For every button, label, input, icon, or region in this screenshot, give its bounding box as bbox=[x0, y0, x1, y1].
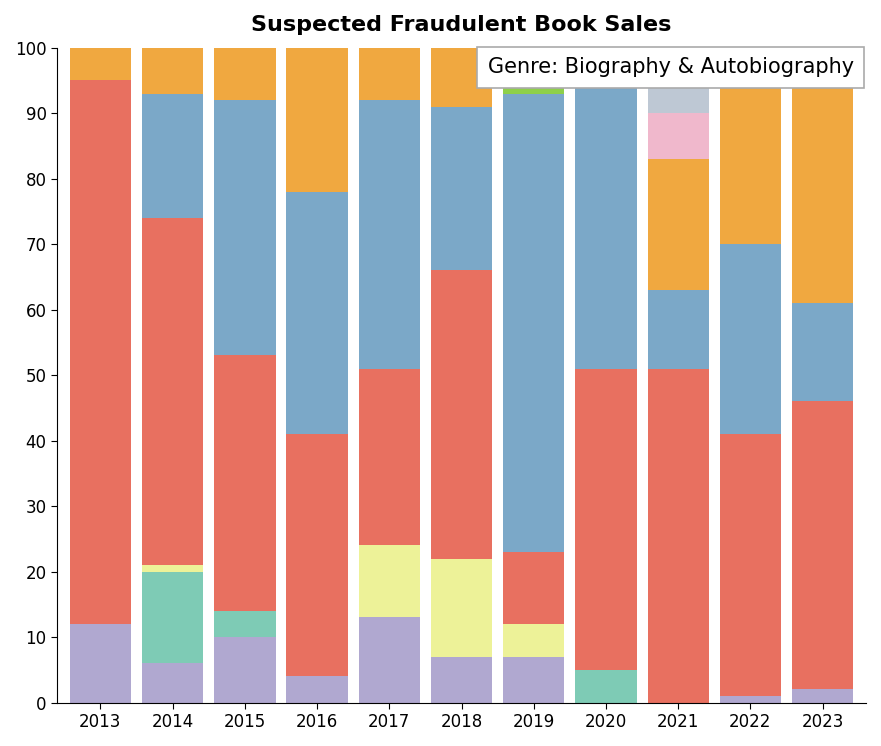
Bar bbox=[142, 48, 204, 93]
Bar bbox=[648, 290, 709, 369]
Bar bbox=[359, 369, 420, 545]
Bar bbox=[286, 677, 348, 703]
Bar bbox=[720, 696, 781, 703]
Bar bbox=[70, 81, 131, 624]
Title: Suspected Fraudulent Book Sales: Suspected Fraudulent Book Sales bbox=[251, 15, 671, 35]
Bar bbox=[214, 100, 276, 356]
Bar bbox=[720, 48, 781, 74]
Bar bbox=[648, 159, 709, 290]
Bar bbox=[70, 624, 131, 703]
Bar bbox=[431, 48, 492, 107]
Bar bbox=[70, 48, 131, 81]
Bar bbox=[648, 48, 709, 113]
Bar bbox=[286, 48, 348, 192]
Bar bbox=[359, 48, 420, 100]
Bar bbox=[142, 565, 204, 571]
Bar bbox=[503, 48, 565, 93]
Bar bbox=[142, 663, 204, 703]
Bar bbox=[431, 107, 492, 270]
Bar bbox=[792, 401, 854, 689]
Bar bbox=[503, 552, 565, 624]
Bar bbox=[214, 637, 276, 703]
Bar bbox=[720, 244, 781, 434]
Bar bbox=[214, 611, 276, 637]
Bar bbox=[792, 60, 854, 303]
Bar bbox=[359, 100, 420, 369]
Bar bbox=[648, 113, 709, 159]
Bar bbox=[214, 356, 276, 611]
Bar bbox=[575, 369, 637, 670]
Bar bbox=[503, 624, 565, 656]
Bar bbox=[142, 218, 204, 565]
Bar bbox=[720, 434, 781, 696]
Bar bbox=[431, 559, 492, 656]
Bar bbox=[431, 270, 492, 559]
Bar bbox=[359, 618, 420, 703]
Bar bbox=[720, 74, 781, 244]
Bar bbox=[503, 656, 565, 703]
Bar bbox=[575, 48, 637, 369]
Bar bbox=[792, 48, 854, 60]
Text: Genre: Biography & Autobiography: Genre: Biography & Autobiography bbox=[488, 57, 854, 78]
Bar bbox=[503, 93, 565, 552]
Bar bbox=[142, 93, 204, 218]
Bar bbox=[286, 192, 348, 434]
Bar bbox=[431, 656, 492, 703]
Bar bbox=[359, 545, 420, 618]
Bar bbox=[214, 48, 276, 100]
Bar bbox=[648, 369, 709, 703]
Bar bbox=[792, 303, 854, 401]
Bar bbox=[792, 689, 854, 703]
Bar bbox=[142, 571, 204, 663]
Bar bbox=[575, 670, 637, 703]
Bar bbox=[286, 434, 348, 677]
